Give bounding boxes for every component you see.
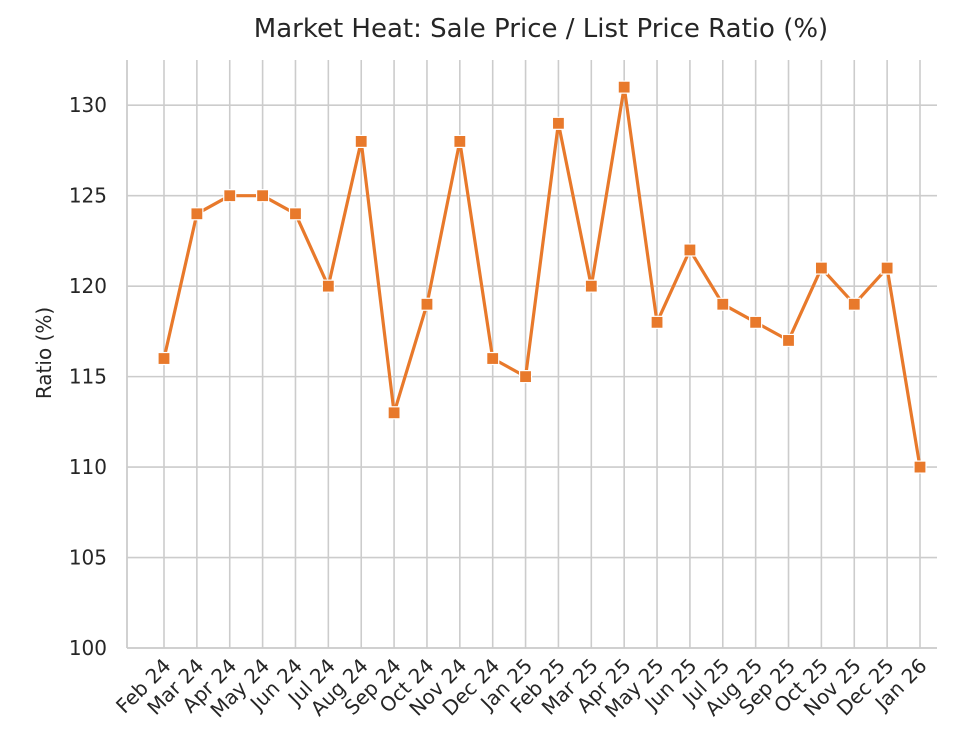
y-tick-label: 105 <box>69 546 107 570</box>
data-point-marker <box>354 134 368 149</box>
data-point-marker <box>420 297 434 311</box>
y-axis-label: Ratio (%) <box>32 307 56 399</box>
data-point-marker <box>880 261 894 275</box>
y-tick-label: 115 <box>69 365 107 389</box>
data-point-marker <box>190 207 204 221</box>
data-point-marker <box>387 406 401 420</box>
data-point-marker <box>486 351 500 366</box>
data-point-marker <box>683 243 697 257</box>
y-tick-label: 130 <box>69 93 107 117</box>
data-point-marker <box>781 333 796 348</box>
y-tick-label: 100 <box>69 636 107 660</box>
data-point-marker <box>814 261 828 275</box>
y-tick-label: 125 <box>69 184 107 208</box>
chart-title: Market Heat: Sale Price / List Price Rat… <box>254 14 828 44</box>
data-point-marker <box>847 297 861 311</box>
data-point-marker <box>321 279 335 293</box>
data-point-marker <box>584 279 598 293</box>
data-point-marker <box>650 315 664 329</box>
data-point-marker <box>716 297 730 311</box>
data-point-marker <box>913 460 927 474</box>
data-point-marker <box>453 134 467 149</box>
y-tick-label: 110 <box>69 455 107 479</box>
data-point-marker <box>518 370 533 384</box>
series-line <box>162 85 922 469</box>
y-tick-label: 120 <box>69 274 107 298</box>
data-point-marker <box>551 116 566 130</box>
data-point-marker <box>223 189 237 203</box>
data-point-marker <box>617 80 631 94</box>
data-point-marker <box>157 351 171 366</box>
data-point-marker <box>288 207 303 221</box>
data-point-marker <box>256 189 270 203</box>
data-point-marker <box>749 315 763 329</box>
